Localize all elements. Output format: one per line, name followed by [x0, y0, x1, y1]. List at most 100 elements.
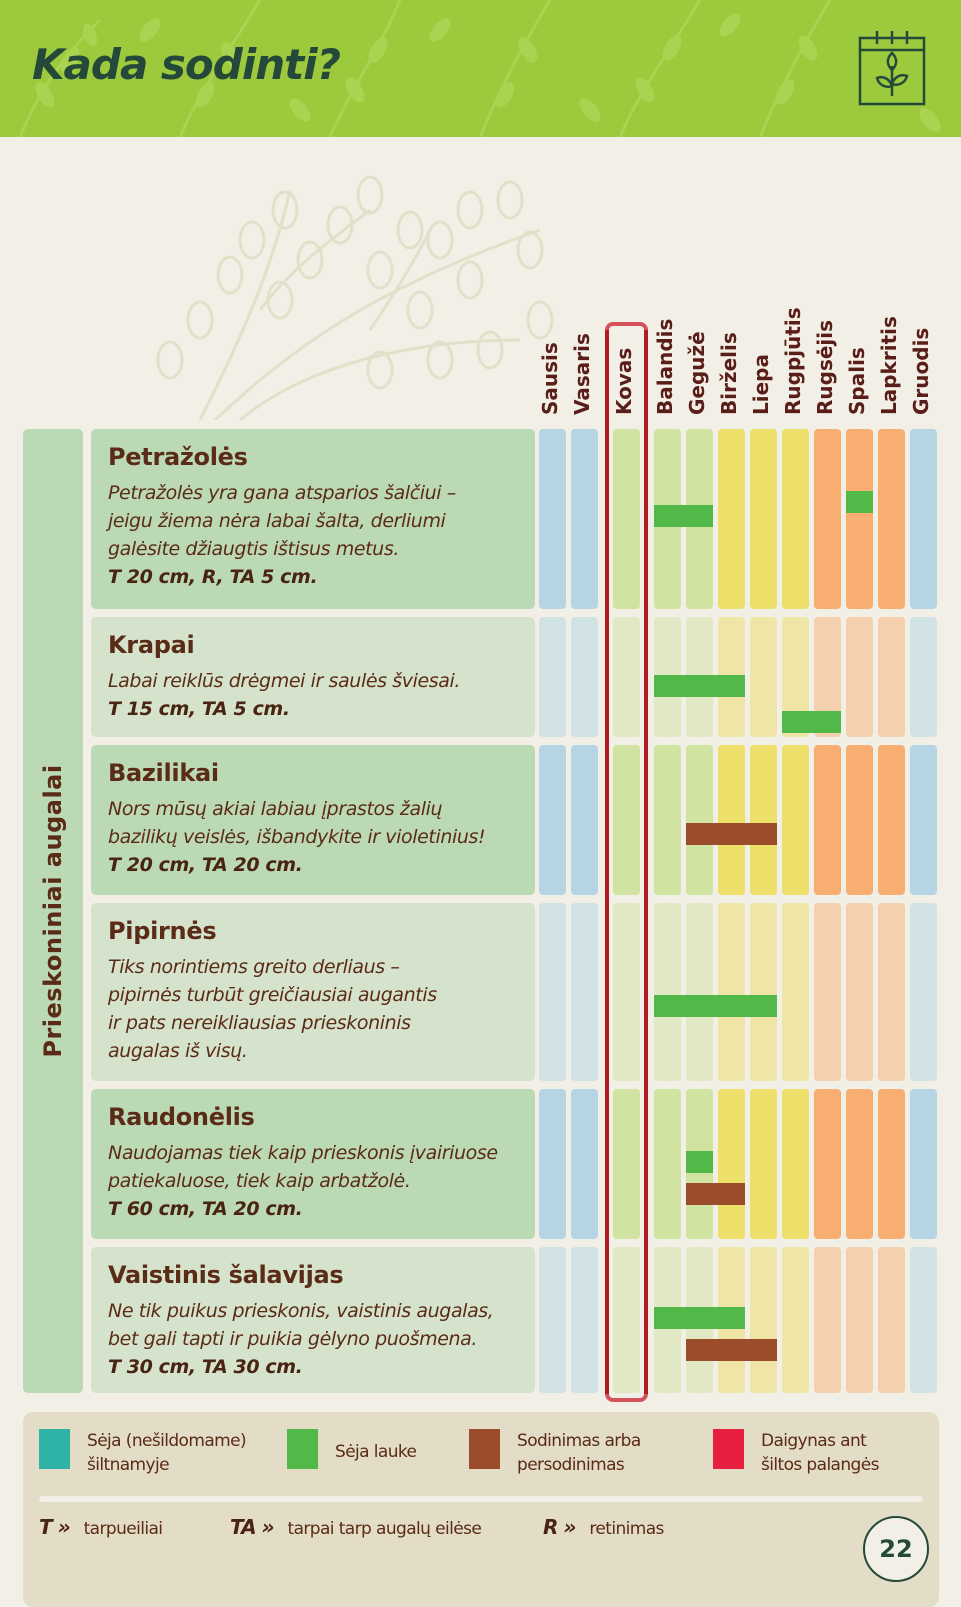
- month-cell-vasaris: [571, 617, 598, 737]
- legend-swatch: [469, 1429, 500, 1469]
- month-header: Lapkritis: [877, 290, 905, 415]
- month-cell-liepa: [750, 1247, 777, 1393]
- month-cell-lapkritis: [878, 745, 905, 895]
- schedule-bar-sodinimas: [686, 823, 777, 845]
- plant-description-line: Nors mūsų akiai labiau įprastos žalių: [108, 798, 443, 820]
- legend-label-line: Sėja (nešildomame): [87, 1431, 247, 1451]
- month-cell-vasaris: [571, 903, 598, 1081]
- abbreviation-key: T »: [39, 1515, 71, 1539]
- schedule-bar-seja-lauke: [654, 505, 713, 527]
- month-cell-kovas: [613, 1247, 640, 1393]
- month-header: Spalis: [844, 290, 873, 415]
- legend-label: Sėja (nešildomame) šiltnamyje: [87, 1429, 247, 1477]
- month-cell-sausis: [539, 1089, 566, 1239]
- month-cell-birželis: [718, 903, 745, 1081]
- abbreviation-item: R » retinimas: [543, 1515, 664, 1539]
- plant-name: Bazilikai: [108, 759, 219, 787]
- month-cell-balandis: [654, 903, 681, 1081]
- page-number: 22: [863, 1516, 929, 1582]
- month-cell-gegužė: [686, 745, 713, 895]
- plant-spacing-spec: T 20 cm, R, TA 5 cm.: [108, 566, 318, 588]
- month-label: Rugpjūtis: [780, 307, 805, 415]
- month-label: Rugsėjis: [812, 319, 837, 415]
- plant-description-line: patiekaluose, tiek kaip arbatžolė.: [108, 1170, 411, 1192]
- plant-spacing-spec: T 15 cm, TA 5 cm.: [108, 698, 290, 720]
- month-header: Vasaris: [570, 290, 598, 415]
- month-cell-kovas: [613, 617, 640, 737]
- month-cell-kovas: [613, 1089, 640, 1239]
- plant-info-box: Krapai Labai reiklūs drėgmei ir saulės šv…: [91, 617, 535, 737]
- month-cell-balandis: [654, 1089, 681, 1239]
- month-cell-birželis: [718, 745, 745, 895]
- abbreviation-meaning: tarpueiliai: [83, 1519, 163, 1539]
- schedule-bar-seja-lauke: [654, 675, 745, 697]
- schedule-bar-seja-siltnamyje: [613, 1275, 713, 1297]
- month-cell-vasaris: [571, 745, 598, 895]
- month-label: Gruodis: [908, 327, 933, 415]
- page-title: Kada sodinti?: [32, 40, 341, 89]
- plant-description-line: jeigu žiema nėra labai šalta, derliumi: [108, 510, 446, 532]
- highlighted-month-border-line: [605, 330, 609, 1394]
- plant-name: Petražolės: [108, 443, 248, 471]
- plant-row: Pipirnės Tiks norintiems greito derliaus …: [0, 903, 961, 1081]
- branch-illustration: [156, 175, 554, 420]
- month-cell-lapkritis: [878, 1089, 905, 1239]
- plant-name: Pipirnės: [108, 917, 217, 945]
- month-header-row: Sausis Vasaris Kovas Balandis Gegužė Birželis…: [0, 290, 961, 415]
- month-cell-spalis: [846, 745, 873, 895]
- month-cell-rugpjūtis: [782, 429, 809, 609]
- month-cell-liepa: [750, 745, 777, 895]
- legend-swatch: [39, 1429, 70, 1469]
- month-cell-gruodis: [910, 429, 937, 609]
- month-cell-gruodis: [910, 903, 937, 1081]
- month-label: Spalis: [844, 347, 869, 415]
- month-cell-gruodis: [910, 617, 937, 737]
- month-cell-balandis: [654, 745, 681, 895]
- month-cell-rugsėjis: [814, 1247, 841, 1393]
- month-cell-spalis: [846, 1247, 873, 1393]
- month-label: Birželis: [716, 332, 741, 415]
- plant-description-line: bazilikų veislės, išbandykite ir violeti…: [108, 826, 486, 848]
- month-cell-liepa: [750, 1089, 777, 1239]
- month-cell-sausis: [539, 745, 566, 895]
- plant-info-box: Pipirnės Tiks norintiems greito derliaus …: [91, 903, 535, 1081]
- month-cell-spalis: [846, 429, 873, 609]
- month-cell-rugpjūtis: [782, 745, 809, 895]
- highlighted-month-border-line: [644, 330, 648, 1394]
- month-cell-liepa: [750, 903, 777, 1081]
- plant-spacing-spec: T 20 cm, TA 20 cm.: [108, 854, 303, 876]
- month-cell-rugsėjis: [814, 1089, 841, 1239]
- month-cell-rugsėjis: [814, 429, 841, 609]
- month-header: Gegužė: [685, 290, 713, 415]
- month-label: Liepa: [748, 354, 773, 415]
- month-cell-kovas: [613, 745, 640, 895]
- legend-panel: Sėja (nešildomame) šiltnamyje Sėja lauke So…: [23, 1412, 939, 1607]
- month-cell-lapkritis: [878, 903, 905, 1081]
- month-label: Sausis: [537, 342, 562, 415]
- month-cell-rugpjūtis: [782, 1247, 809, 1393]
- month-cell-gruodis: [910, 745, 937, 895]
- month-cell-birželis: [718, 429, 745, 609]
- schedule-bar-sodinimas: [686, 1339, 777, 1361]
- abbreviation-meaning: tarpai tarp augalų eilėse: [287, 1519, 482, 1539]
- plant-info-box: Raudonėlis Naudojamas tiek kaip prieskoni…: [91, 1089, 535, 1239]
- plant-spacing-spec: T 30 cm, TA 30 cm.: [108, 1356, 303, 1378]
- month-cell-vasaris: [571, 1089, 598, 1239]
- month-cell-gruodis: [910, 1089, 937, 1239]
- legend-swatch: [713, 1429, 744, 1469]
- month-cell-vasaris: [571, 1247, 598, 1393]
- legend-label: Sėja lauke: [335, 1440, 417, 1464]
- month-cell-gegužė: [686, 903, 713, 1081]
- plant-description-line: ir pats nereikliausias prieskoninis: [108, 1012, 411, 1034]
- plant-description-line: Labai reiklūs drėgmei ir saulės šviesai.: [108, 670, 461, 692]
- plant-name: Krapai: [108, 631, 195, 659]
- schedule-bar-seja-lauke: [686, 1151, 713, 1173]
- month-cell-rugsėjis: [814, 903, 841, 1081]
- month-cell-spalis: [846, 1089, 873, 1239]
- month-cell-spalis: [846, 903, 873, 1081]
- month-header: Rugsėjis: [812, 290, 841, 415]
- schedule-bar-seja-siltnamyje: [613, 791, 745, 813]
- month-cell-sausis: [539, 1247, 566, 1393]
- category-label: Prieskoniniai augalai: [23, 429, 83, 1393]
- plant-row: Raudonėlis Naudojamas tiek kaip prieskoni…: [0, 1089, 961, 1239]
